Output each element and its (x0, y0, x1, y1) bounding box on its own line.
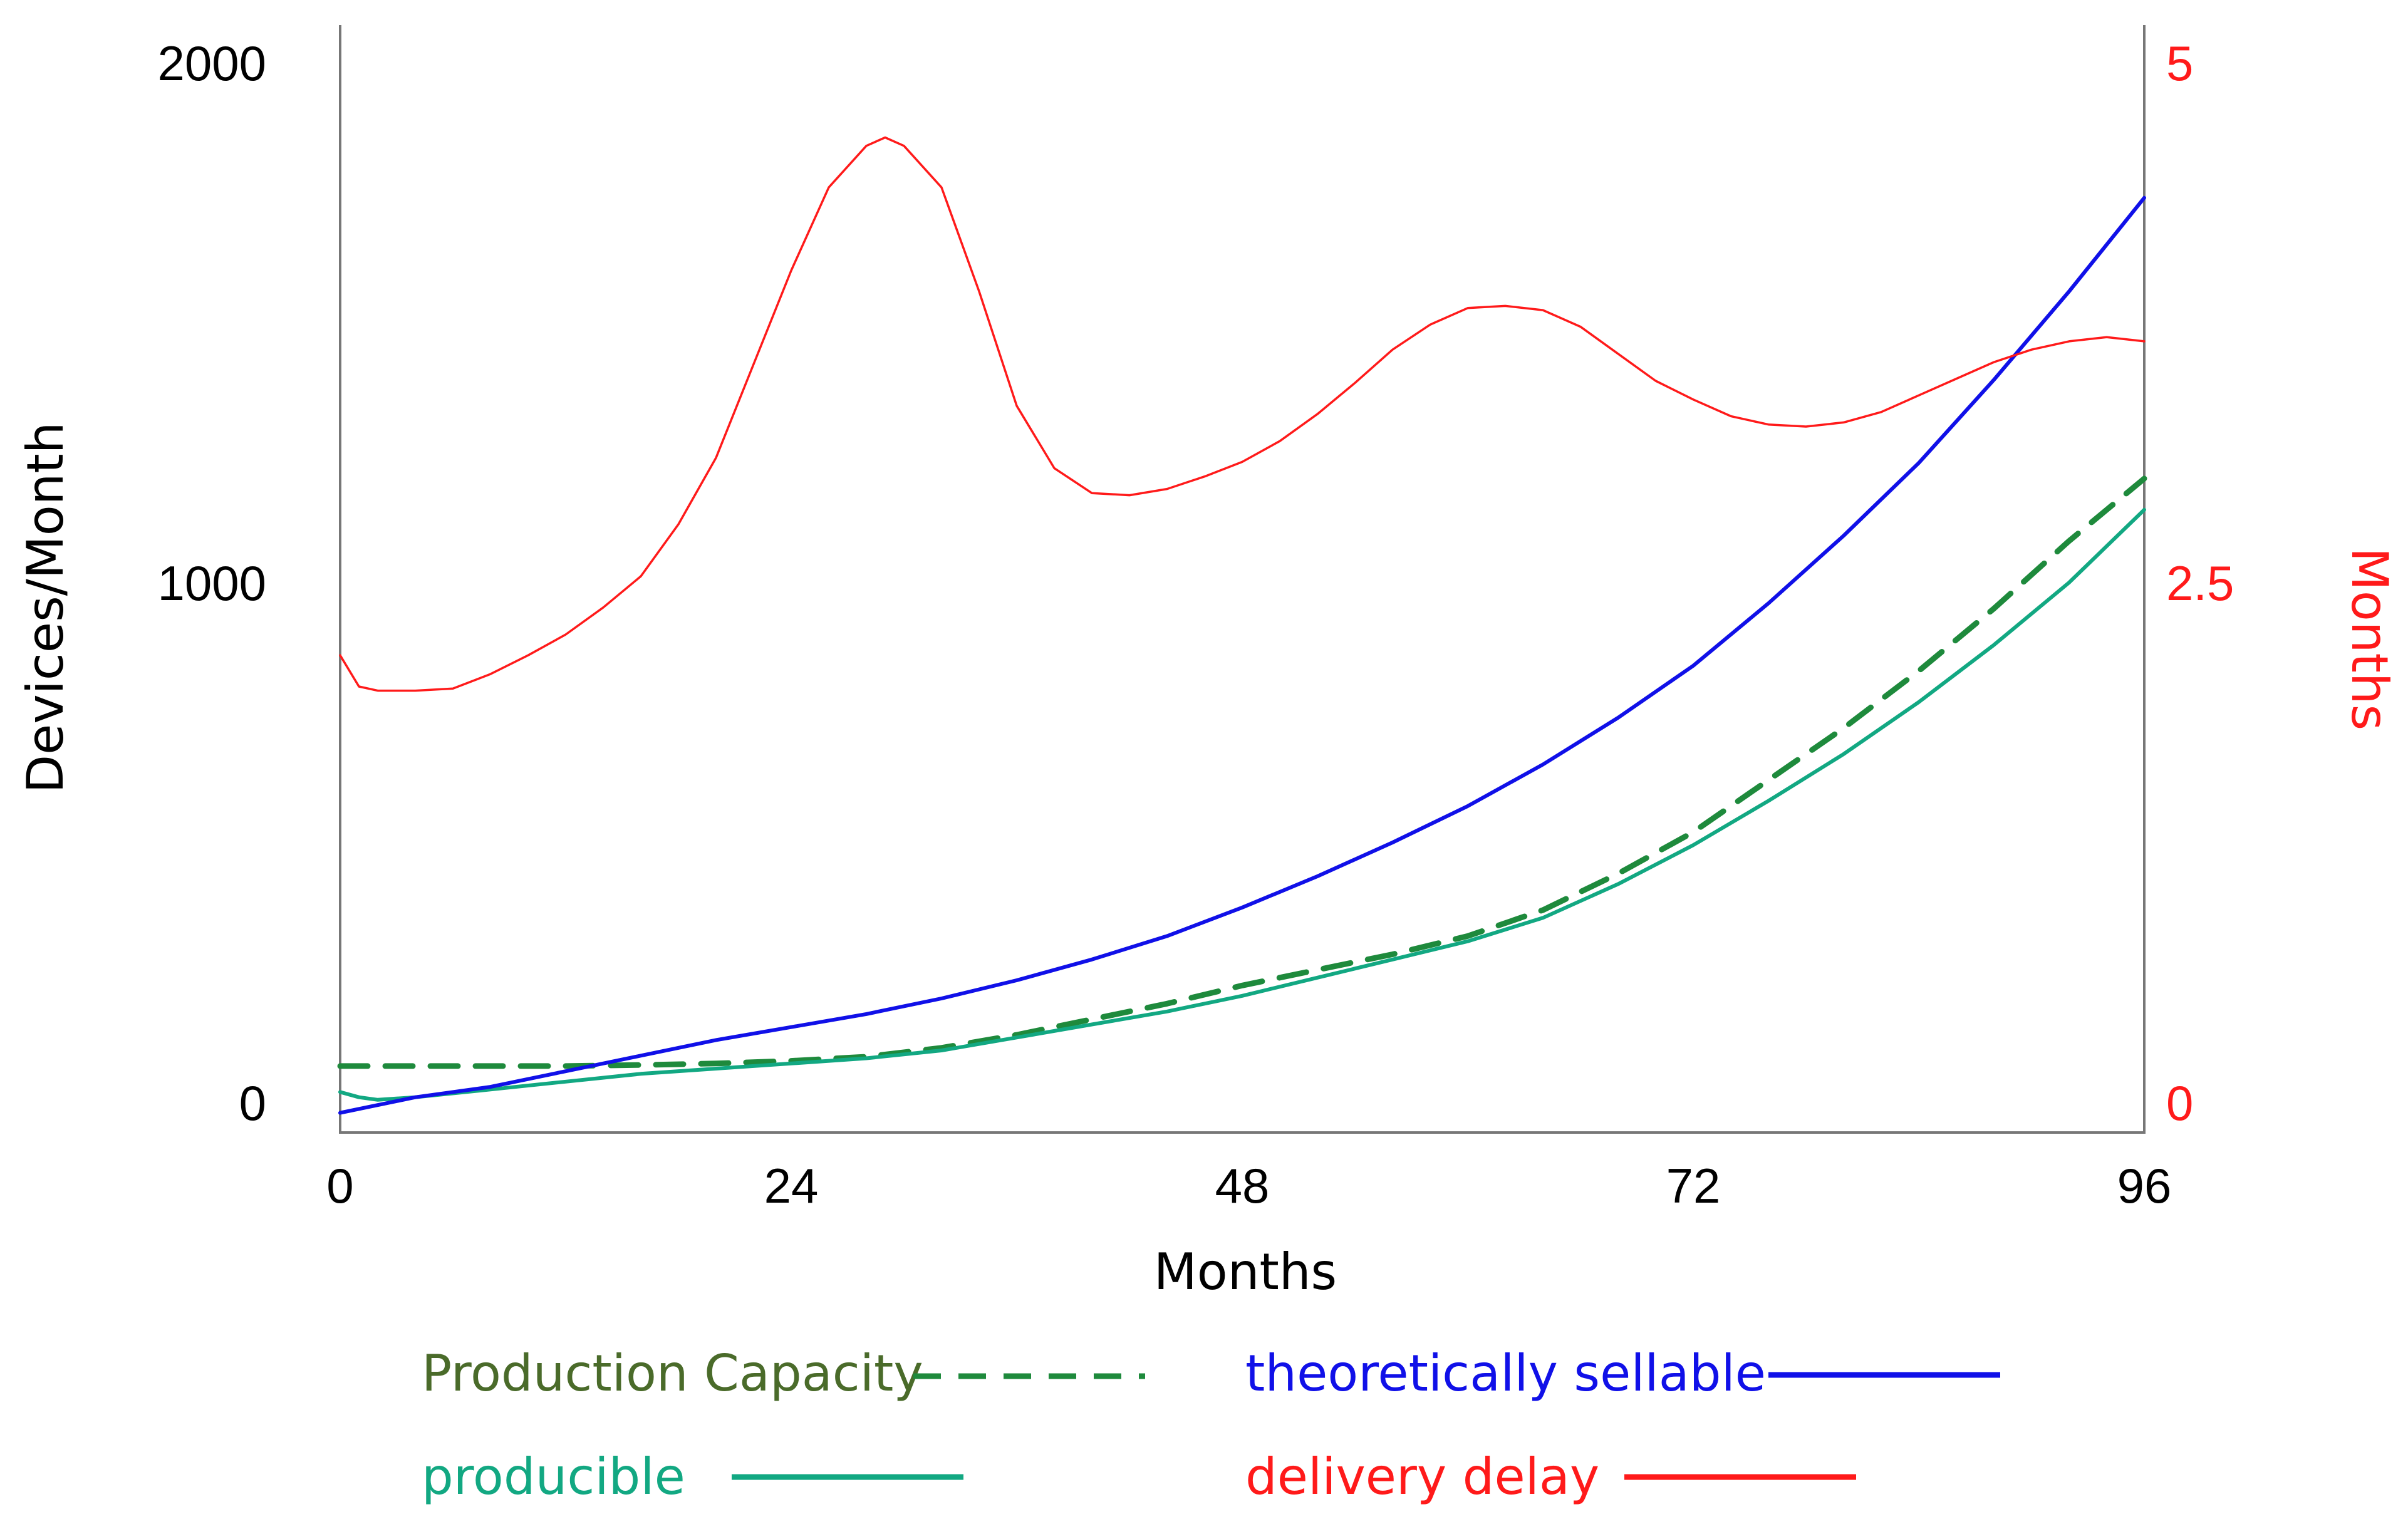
legend-label-producible: producible (422, 1448, 685, 1506)
y-left-tick-label: 2000 (157, 36, 266, 91)
series-line-delivery-delay (339, 136, 2146, 692)
y-axis-right-title: Months (2340, 547, 2399, 730)
y-right-tick-label: 0 (2166, 1076, 2193, 1131)
x-tick-label: 0 (326, 1158, 353, 1213)
y-left-tick-label: 0 (239, 1076, 266, 1131)
x-tick-label: 24 (764, 1158, 819, 1213)
y-left-tick-label: 1000 (157, 556, 266, 611)
legend-label-production-capacity: Production Capacity (422, 1344, 923, 1402)
legend-label-theoretically-sellable: theoretically sellable (1245, 1344, 1766, 1402)
x-tick-label: 72 (1666, 1158, 1721, 1213)
legend: Production Capacity theoretically sellab… (422, 1344, 2000, 1506)
x-tick-label: 48 (1215, 1158, 1270, 1213)
legend-label-delivery-delay: delivery delay (1245, 1448, 1599, 1506)
y-right-tick-label: 2.5 (2166, 556, 2234, 611)
y-axis-left-title: Devices/Month (16, 422, 75, 794)
series-line-theoretically-sellable (338, 195, 2146, 1115)
y-right-tick-label: 5 (2166, 36, 2193, 91)
x-tick-label: 96 (2117, 1158, 2172, 1213)
series-line-production-capacity (337, 475, 2147, 1069)
ticks-layer: 0 24 48 72 96 0 1000 2000 0 2.5 5 (157, 36, 2234, 1213)
series-line-producible (338, 507, 2146, 1102)
series-layer (337, 136, 2147, 1115)
x-axis-title: Months (1154, 1243, 1337, 1301)
